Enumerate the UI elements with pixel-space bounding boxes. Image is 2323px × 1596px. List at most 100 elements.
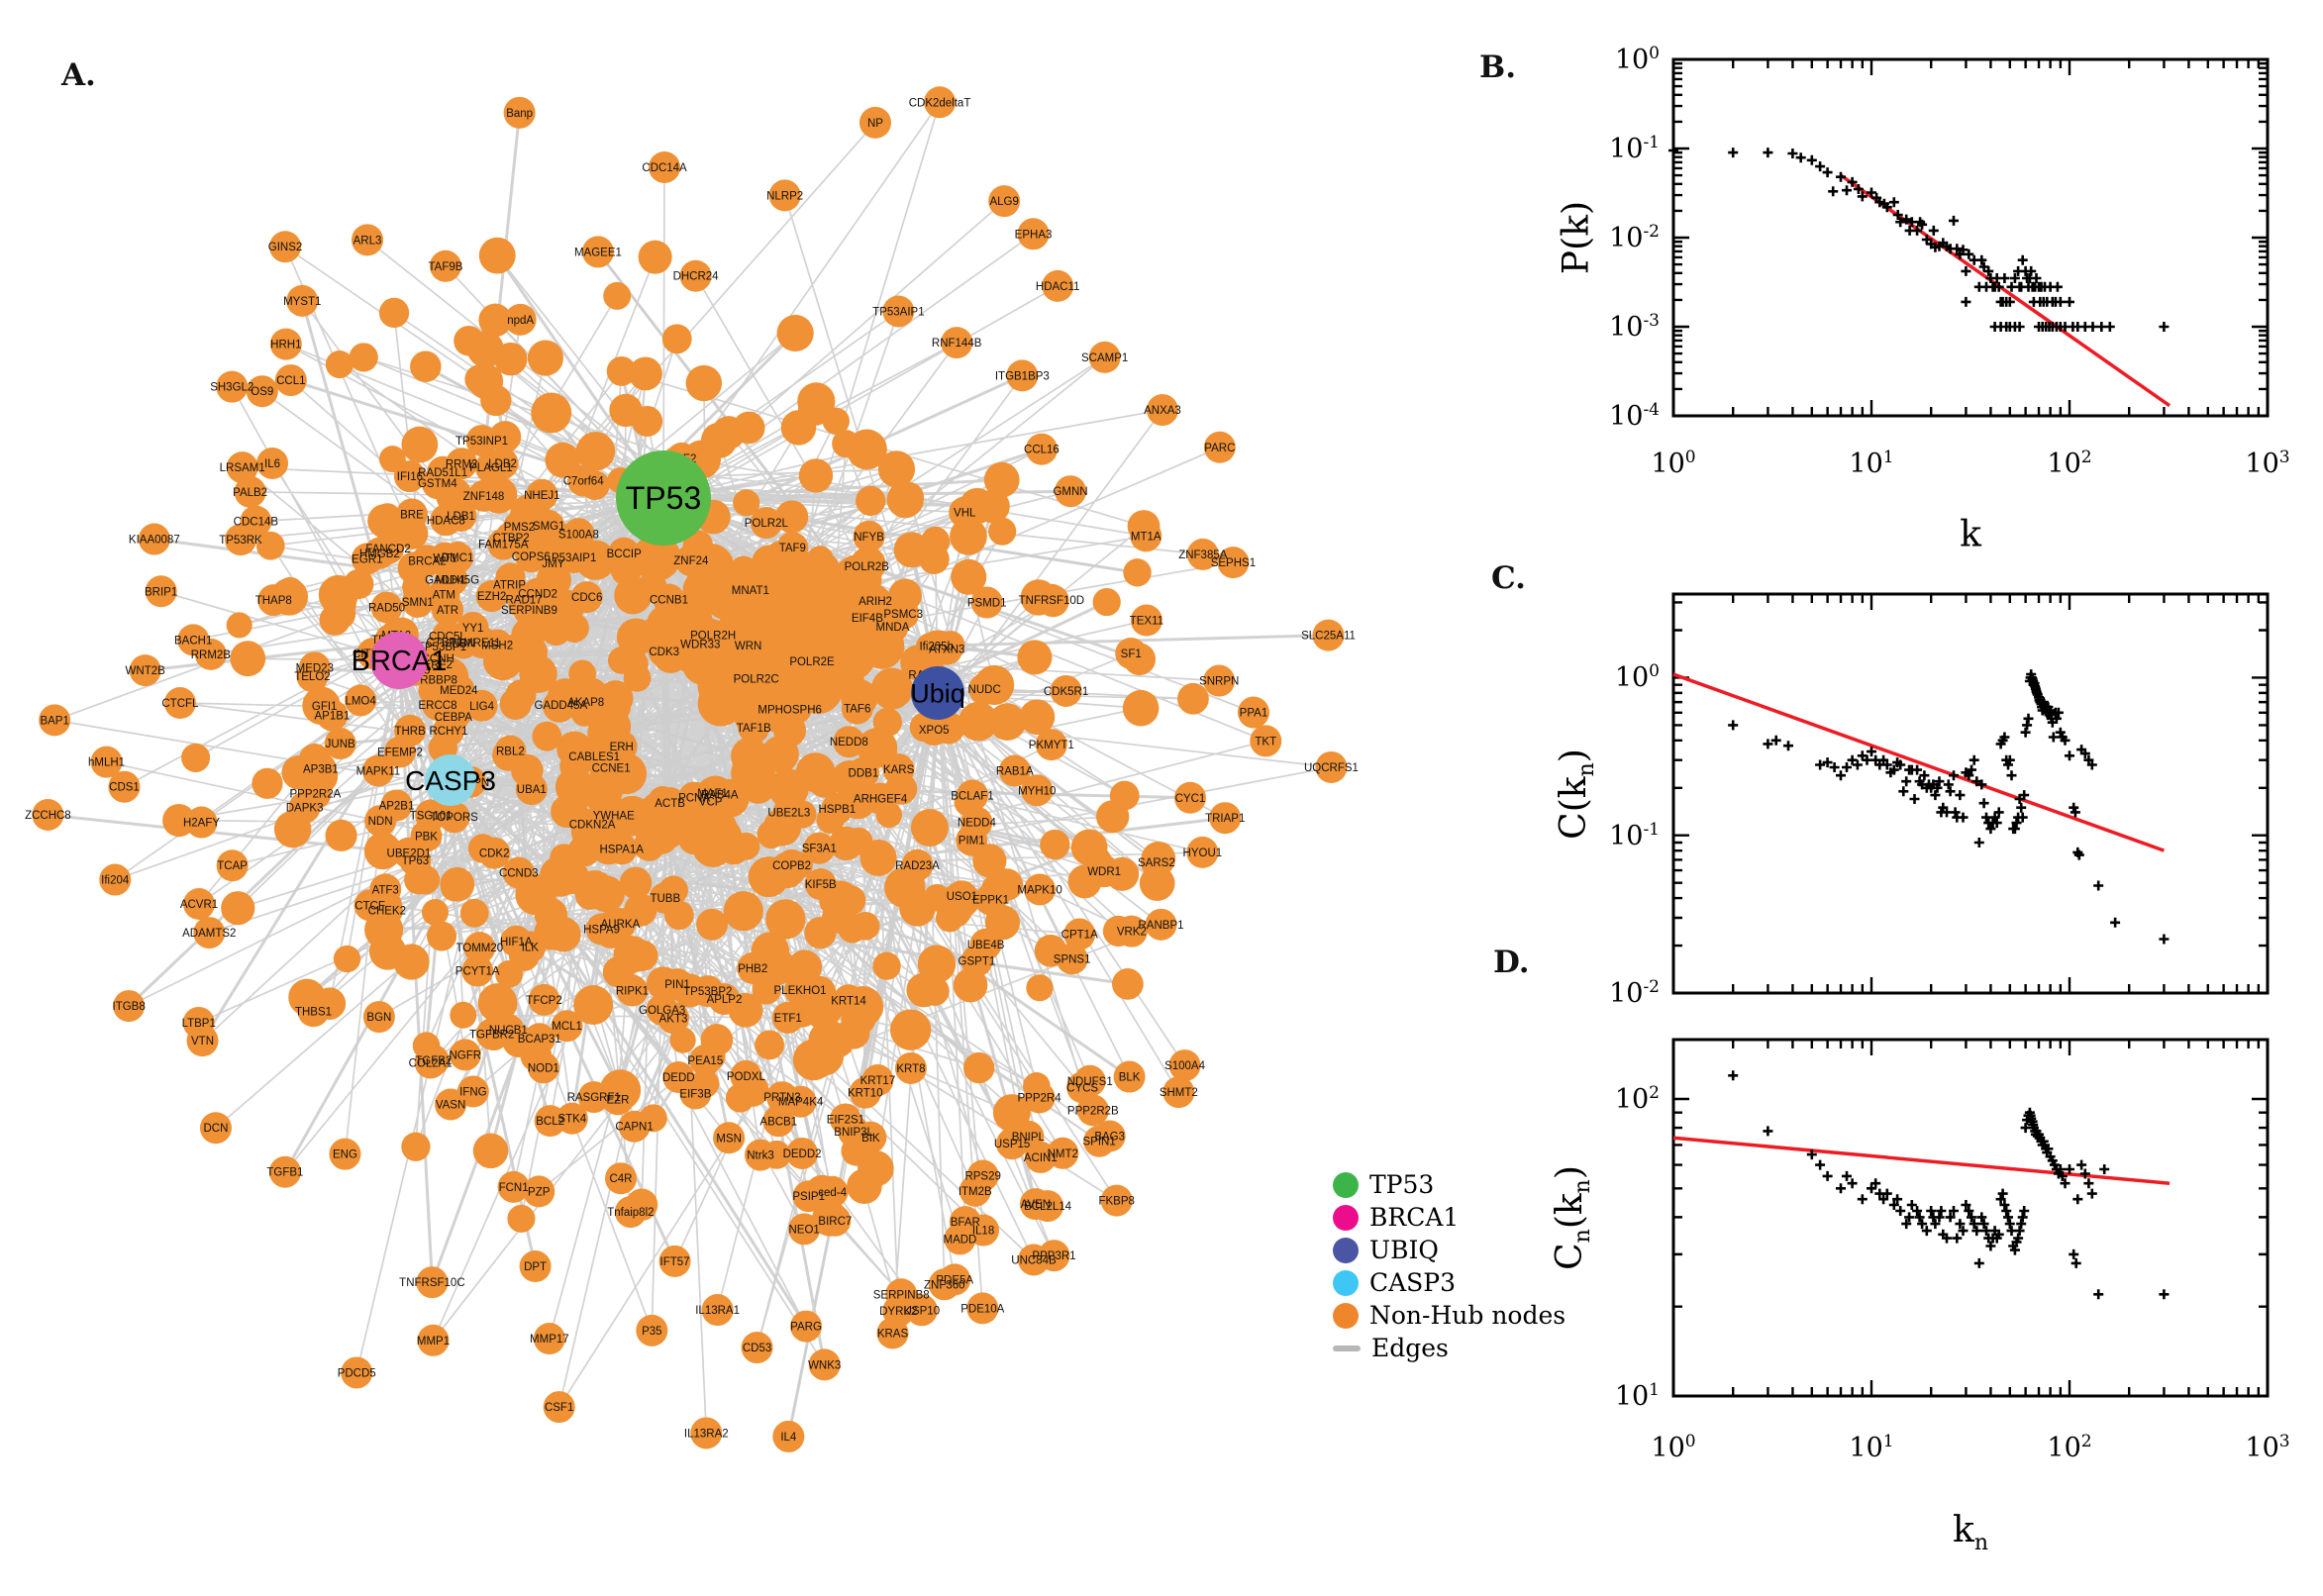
- network-node-label: AURKA: [601, 919, 641, 931]
- hub-label-tp53: TP53: [626, 480, 701, 516]
- network-node-label: SMN1: [402, 597, 434, 609]
- network-node: [810, 596, 846, 632]
- network-node: [851, 911, 880, 941]
- tick-label-x-B: 103: [2245, 448, 2290, 479]
- network-node-label: MED23: [296, 662, 334, 674]
- network-node: [486, 448, 519, 480]
- network-node: [944, 1223, 976, 1255]
- network-node: [819, 1204, 852, 1237]
- network-node-label: DDB1: [849, 768, 879, 780]
- network-node-label: KIF5B: [805, 879, 837, 891]
- network-node-label: AKAP8: [567, 697, 604, 709]
- network-node: [445, 499, 477, 532]
- network-node-label: UBE4B: [967, 940, 1005, 951]
- network-node: [268, 1155, 301, 1188]
- network-node: [464, 364, 494, 394]
- network-node: [798, 458, 834, 493]
- network-node-label: EPHA3: [1015, 229, 1053, 241]
- network-node-label: HSPA9: [583, 925, 620, 937]
- network-node-label: VCP: [699, 797, 723, 809]
- network-node: [461, 954, 494, 987]
- network-node: [734, 574, 766, 607]
- network-node: [475, 1018, 508, 1050]
- network-node-label: UQCRFS1: [1304, 762, 1359, 774]
- network-node: [772, 1420, 805, 1452]
- network-node: [1162, 1076, 1195, 1109]
- network-node: [614, 576, 653, 615]
- network-node-label: TAF9: [779, 543, 806, 554]
- network-node-label: CCND3: [499, 868, 539, 880]
- legend-label: UBIQ: [1369, 1236, 1439, 1264]
- network-node: [920, 976, 950, 1006]
- network-node: [240, 505, 272, 538]
- network-node-label: HRH1: [270, 340, 301, 351]
- network-node: [744, 1139, 776, 1171]
- network-node-label: ITGB1BP3: [995, 370, 1050, 382]
- network-node: [401, 426, 439, 463]
- network-node-label: DEDD2: [783, 1148, 822, 1160]
- network-node: [738, 712, 770, 745]
- legend-node-swatch: [1333, 1269, 1359, 1296]
- network-node-label: CDS1: [109, 782, 140, 794]
- fit-line-B: [1840, 173, 2172, 408]
- network-node: [765, 899, 806, 940]
- network-node: [608, 537, 641, 569]
- network-node: [1035, 583, 1067, 616]
- network-node-label: ATR: [437, 605, 458, 617]
- network-node: [494, 735, 527, 767]
- network-node-label: LRSAM1: [220, 462, 265, 474]
- network-node: [623, 663, 652, 692]
- network-node: [768, 179, 801, 212]
- network-node: [577, 1081, 610, 1114]
- network-node: [257, 584, 290, 617]
- network-node: [808, 1348, 841, 1381]
- network-node-label: PCYT1A: [455, 966, 500, 978]
- network-node: [325, 819, 357, 851]
- network-node-label: ZNF148: [463, 491, 505, 503]
- hub-node-casp3: [425, 754, 476, 806]
- network-node-label: HSPA1A: [599, 844, 644, 855]
- network-node: [1019, 699, 1056, 736]
- network-node: [1092, 587, 1121, 617]
- network-node: [603, 281, 632, 310]
- network-node-label: COPS6: [512, 551, 551, 563]
- network-node: [1209, 802, 1242, 835]
- network-node: [697, 619, 730, 651]
- legend-edge-swatch: [1333, 1345, 1361, 1351]
- hub-label-ubiq: Ubiq: [910, 678, 965, 708]
- network-node: [771, 1001, 804, 1034]
- network-node-label: LIG4: [469, 701, 495, 713]
- tick-label-y-B: 10-2: [1609, 222, 1660, 253]
- network-node: [129, 654, 161, 687]
- network-node: [1023, 1081, 1056, 1114]
- network-node: [806, 996, 835, 1025]
- network-node-label: RAD23A: [895, 860, 940, 872]
- network-node-label: CDKN2A: [569, 819, 616, 831]
- network-node: [795, 752, 836, 793]
- network-node: [750, 507, 782, 540]
- network-node: [761, 735, 799, 773]
- network-node-label: PPP3R1: [1032, 1250, 1075, 1262]
- network-node: [845, 827, 873, 855]
- network-node: [333, 945, 361, 973]
- legend-label: TP53: [1369, 1170, 1435, 1199]
- network-node: [362, 1001, 395, 1034]
- network-node-label: DYRK2: [879, 1306, 917, 1318]
- network-node-label: PKMYT1: [1029, 740, 1074, 751]
- network-node-label: TUBB: [650, 893, 680, 905]
- network-node-label: MYST1: [283, 296, 321, 308]
- network-node-label: ced-4: [818, 1187, 847, 1199]
- network-node: [689, 1044, 722, 1076]
- network-node-label: RBBP8: [420, 675, 457, 687]
- network-node-label: TP63: [402, 855, 430, 867]
- network-node: [821, 792, 854, 825]
- network-node: [570, 581, 603, 614]
- network-node-label: ENG: [333, 1149, 357, 1161]
- network-node-label: MNDA: [876, 622, 910, 634]
- network-node-label: NHEJ1: [524, 490, 559, 502]
- network-node: [889, 1009, 932, 1050]
- network-node: [299, 777, 332, 810]
- network-node: [616, 974, 649, 1007]
- network-node-label: CCND2: [518, 589, 557, 601]
- legend-node-swatch: [1333, 1237, 1359, 1263]
